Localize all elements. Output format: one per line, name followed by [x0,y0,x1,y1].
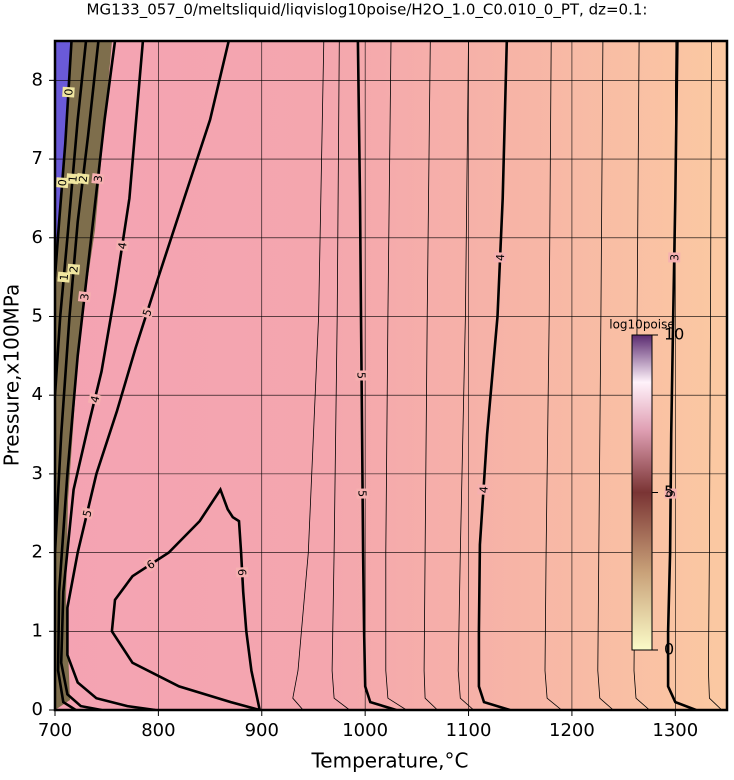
colorbar-tick-label: 5 [664,482,674,501]
contour-label-bg [55,177,69,189]
contour-label: 5 [140,307,155,318]
contour-label-bg [66,173,79,185]
y-tick-label: 3 [32,463,43,484]
contour-label: 1 [66,175,80,183]
plot-background [55,41,727,710]
contour-label-bg [76,173,90,185]
contour-label: 5 [80,508,94,518]
colorbar-tick-label: 10 [664,325,684,344]
contour-line [55,41,88,396]
contour-label-bg [80,506,95,520]
contour-label-bg [477,484,490,496]
contour-label: 3 [92,175,106,183]
contour-label-bg [91,173,105,185]
contour-label: 0 [56,179,70,187]
contour-label: 2 [77,175,91,183]
contour-line [110,486,261,710]
y-tick-label: 5 [32,305,43,326]
plot-frame [53,39,729,712]
contour-line [544,41,562,710]
y-tick-label: 2 [32,542,43,563]
contour-label: 0 [62,88,75,96]
contour-label-bg [62,86,75,98]
contour-label-bg [235,566,249,578]
x-tick-label: 900 [245,720,279,741]
contour-label: 3 [78,293,92,301]
x-tick-label: 1100 [446,720,492,741]
y-tick-label: 1 [32,620,43,641]
x-tick-label: 1200 [549,720,595,741]
x-axis-label: Temperature,°C [310,749,468,773]
contour-line [292,41,325,710]
colorbar-tick-label: 0 [664,640,674,659]
contour-label: 2 [67,265,81,273]
contour-label: 5 [356,490,369,497]
contour-label-bg [139,305,155,320]
contour-label: 4 [494,254,507,262]
contour-label: 3 [668,254,681,261]
contour-label-bg [87,392,102,406]
y-axis-label: Pressure,x100MPa [0,284,24,466]
contour-label-bg [67,263,81,275]
contour-label-bg [493,252,507,263]
y-tick-label: 6 [32,227,43,248]
contour-line [56,41,117,710]
contour-label-bg [143,556,159,573]
colorbar [631,334,653,651]
contour-line [385,41,407,710]
contour-line [457,41,474,710]
colorbar-label: log10poise [609,318,675,332]
contour-label: 4 [116,241,130,250]
contour-line [707,41,723,710]
contour-label-bg [664,488,677,499]
contour-label-bg [356,488,369,499]
y-tick-label: 7 [32,148,43,169]
y-tick-label: 0 [32,699,43,720]
contour-label: 3 [665,490,678,497]
x-tick-label: 1300 [652,720,698,741]
contour-line [331,41,350,710]
contour-label-bg [355,370,368,381]
y-tick-label: 4 [32,384,43,405]
y-tick-label: 8 [32,69,43,90]
contour-line [597,41,614,710]
contour-label: 6 [235,568,248,576]
contour-label: 4 [477,486,490,494]
contour-line [59,41,145,710]
chart-title: MG133_057_0/meltsliquid/liqvislog10poise… [87,1,648,20]
contour-line [666,41,697,710]
x-tick-label: 1000 [342,720,388,741]
contour-label-bg [668,252,681,263]
x-tick-label: 800 [141,720,175,741]
contour-label: 5 [355,372,368,379]
contour-line [356,41,397,710]
contour-label-bg [57,271,71,283]
contour-label: 1 [57,273,71,281]
contour-line [477,41,511,710]
contour-line [423,41,438,710]
x-tick-label: 700 [38,720,72,741]
contour-label-bg [115,239,129,252]
contour-label: 4 [88,394,102,404]
contour-label-bg [77,291,91,303]
